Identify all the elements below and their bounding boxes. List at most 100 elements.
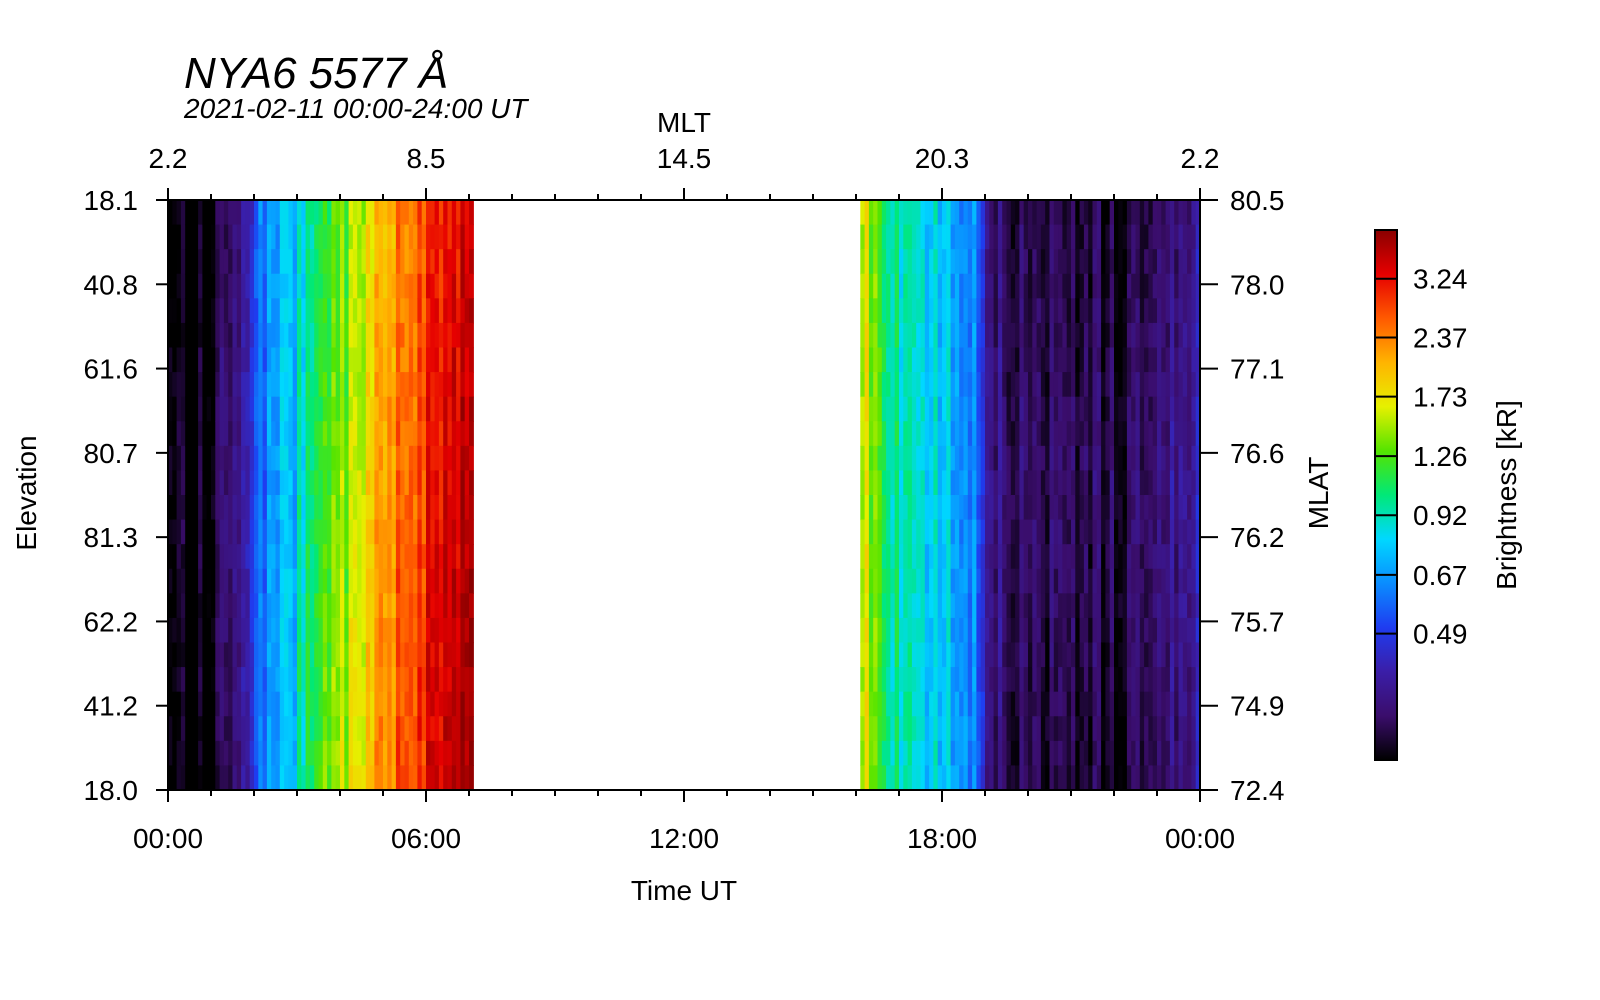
keogram-cell — [232, 347, 238, 373]
keogram-cell — [447, 322, 453, 349]
keogram-cell — [1191, 716, 1197, 742]
keogram-cell — [168, 470, 173, 496]
keogram-cell — [954, 765, 960, 791]
keogram-cell — [903, 544, 909, 570]
keogram-cell — [318, 617, 324, 644]
keogram-cell — [426, 470, 431, 496]
keogram-cell — [1191, 396, 1197, 422]
keogram-cell — [391, 273, 397, 299]
keogram-cell — [899, 372, 904, 398]
keogram-cell — [868, 421, 874, 447]
keogram-cell — [886, 716, 891, 742]
keogram-cell — [1105, 667, 1111, 693]
keogram-cell — [395, 716, 401, 742]
keogram-cell — [1148, 273, 1154, 299]
keogram-cell — [314, 273, 320, 299]
keogram-cell — [959, 249, 965, 275]
keogram-cell — [185, 249, 191, 275]
keogram-cell — [172, 544, 178, 570]
keogram-cell — [357, 298, 363, 324]
keogram-cell — [1109, 421, 1115, 447]
keogram-cell — [899, 642, 904, 668]
keogram-cell — [976, 273, 982, 299]
keogram-cell — [206, 495, 212, 521]
keogram-cell — [942, 544, 947, 570]
keogram-cell — [172, 249, 178, 275]
keogram-cell — [1169, 667, 1175, 693]
keogram-cell — [464, 249, 470, 275]
keogram-cell — [370, 519, 375, 545]
keogram-cell — [249, 445, 255, 472]
keogram-cell — [1174, 691, 1180, 717]
keogram-cell — [206, 347, 212, 373]
keogram-cell — [314, 445, 320, 472]
keogram-cell — [967, 273, 973, 299]
keogram-cell — [434, 691, 440, 717]
keogram-cell — [378, 765, 384, 791]
keogram-cell — [959, 716, 965, 742]
keogram-cell — [340, 519, 345, 545]
keogram-cell — [198, 249, 203, 275]
keogram-cell — [1015, 372, 1020, 398]
keogram-cell — [189, 224, 195, 250]
keogram-cell — [963, 249, 969, 275]
keogram-cell — [447, 273, 453, 299]
keogram-cell — [305, 617, 311, 644]
keogram-cell — [180, 421, 186, 447]
keogram-cell — [907, 200, 913, 226]
keogram-cell — [972, 519, 977, 545]
keogram-cell — [318, 322, 324, 349]
keogram-cell — [1092, 568, 1098, 594]
keogram-cell — [417, 617, 423, 644]
keogram-cell — [370, 642, 375, 668]
keogram-cell — [241, 495, 246, 521]
keogram-cell — [309, 691, 315, 717]
keogram-cell — [421, 495, 427, 521]
keogram-cell — [942, 298, 947, 324]
keogram-cell — [258, 273, 264, 299]
keogram-cell — [241, 617, 246, 644]
keogram-cell — [305, 249, 311, 275]
keogram-cell — [1114, 740, 1119, 767]
keogram-cell — [890, 347, 896, 373]
keogram-cell — [1071, 224, 1076, 250]
keogram-cell — [408, 642, 414, 668]
keogram-cell — [322, 495, 328, 521]
keogram-cell — [1131, 617, 1137, 644]
keogram-cell — [378, 716, 384, 742]
keogram-cell — [228, 568, 234, 594]
keogram-cell — [331, 765, 337, 791]
keogram-cell — [1157, 765, 1162, 791]
keogram-cell — [1161, 273, 1167, 299]
keogram-cell — [464, 765, 470, 791]
keogram-cell — [942, 519, 947, 545]
keogram-cell — [942, 421, 947, 447]
keogram-cell — [1182, 593, 1188, 619]
keogram-cell — [1187, 347, 1192, 373]
keogram-cell — [327, 691, 332, 717]
keogram-cell — [868, 519, 874, 545]
keogram-cell — [1010, 617, 1016, 644]
keogram-cell — [331, 642, 337, 668]
keogram-cell — [193, 224, 199, 250]
keogram-cell — [1075, 372, 1081, 398]
keogram-cell — [1028, 519, 1033, 545]
keogram-cell — [1118, 322, 1124, 349]
keogram-cell — [993, 544, 999, 570]
keogram-cell — [413, 593, 418, 619]
keogram-cell — [447, 298, 453, 324]
keogram-cell — [1032, 765, 1038, 791]
keogram-cell — [335, 617, 341, 644]
keogram-cell — [1040, 593, 1046, 619]
keogram-cell — [361, 593, 367, 619]
keogram-cell — [1157, 519, 1162, 545]
keogram-cell — [1036, 765, 1042, 791]
keogram-cell — [400, 740, 406, 767]
keogram-cell — [907, 249, 913, 275]
keogram-cell — [219, 740, 225, 767]
keogram-cell — [924, 716, 930, 742]
keogram-cell — [1148, 372, 1154, 398]
keogram-cell — [877, 519, 883, 545]
keogram-cell — [232, 642, 238, 668]
keogram-cell — [322, 470, 328, 496]
